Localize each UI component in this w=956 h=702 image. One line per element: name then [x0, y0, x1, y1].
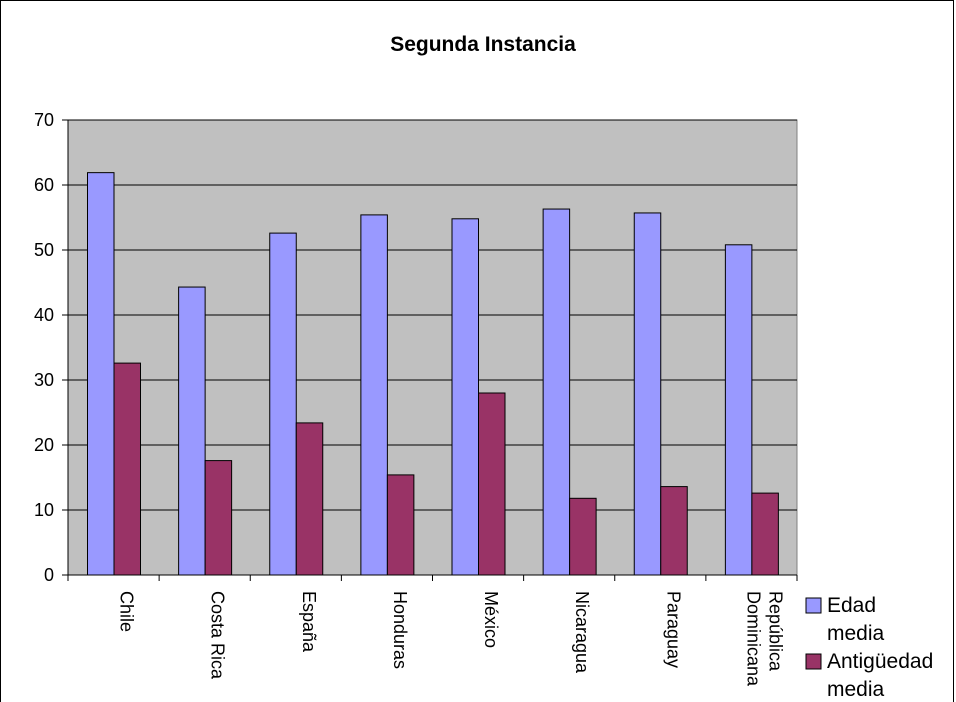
- bar-antiguedad-media: [204, 460, 233, 576]
- chart-title: Segunda Instancia: [390, 33, 576, 56]
- x-tick-label: México: [481, 591, 501, 648]
- x-tick-label: España: [299, 591, 319, 653]
- axes: 0 10 20 30 40 50 60 70 Chile Costa Rica España Hond…: [34, 110, 798, 687]
- legend-label: Antigüedad media: [827, 650, 933, 701]
- bar-edad-media: [724, 244, 753, 576]
- bar-edad-media: [269, 232, 297, 576]
- legend-swatch-edad-media: [805, 597, 822, 614]
- y-tick-label: 40: [34, 305, 54, 325]
- bar-edad-media: [451, 218, 479, 576]
- bars: [87, 172, 779, 576]
- bar-edad-media: [633, 212, 662, 576]
- y-tick-label: 60: [34, 175, 54, 195]
- bar-edad-media: [178, 286, 206, 576]
- bar-antiguedad-media: [660, 486, 688, 576]
- x-tick-label: Chile: [117, 591, 137, 632]
- x-tick-label: Costa Rica: [208, 591, 228, 680]
- x-tick-label: Honduras: [390, 591, 410, 669]
- legend-label: Edad media: [827, 594, 885, 645]
- x-tick-label: Paraguay: [663, 591, 683, 668]
- y-tick-label: 0: [44, 565, 54, 585]
- y-tick-label: 70: [34, 110, 54, 130]
- bar-antiguedad-media: [569, 497, 597, 576]
- bar-edad-media: [87, 172, 115, 576]
- bar-edad-media: [360, 214, 388, 576]
- bar-antiguedad-media: [113, 362, 141, 576]
- bar-antiguedad-media: [386, 474, 415, 576]
- y-tick-label: 10: [34, 500, 54, 520]
- x-tick-label: Nicaragua: [572, 591, 592, 674]
- y-tick-label: 20: [34, 435, 54, 455]
- bar-edad-media: [542, 208, 571, 576]
- legend-swatch-antiguedad-media: [805, 653, 822, 670]
- bar-antiguedad-media: [295, 422, 324, 576]
- bar-antiguedad-media: [478, 392, 506, 576]
- y-tick-label: 30: [34, 370, 54, 390]
- bar-antiguedad-media: [751, 492, 779, 576]
- x-tick-label: RepúblicaDominicana: [743, 591, 785, 687]
- y-tick-label: 50: [34, 240, 54, 260]
